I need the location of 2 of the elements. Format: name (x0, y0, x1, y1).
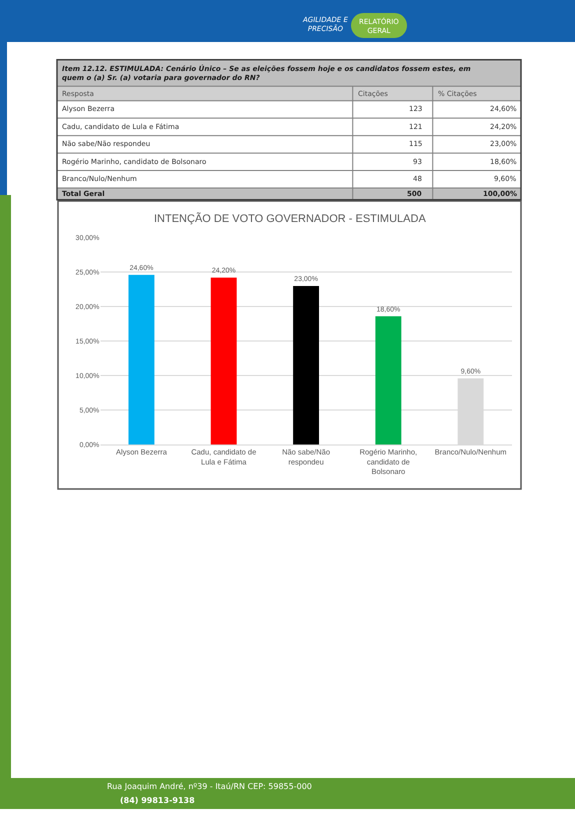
text: (84) 99813-9138 (120, 796, 196, 805)
text: Rua Joaquim André, nº39 - Itaú/RN CEP: 59855-000 (107, 782, 312, 791)
